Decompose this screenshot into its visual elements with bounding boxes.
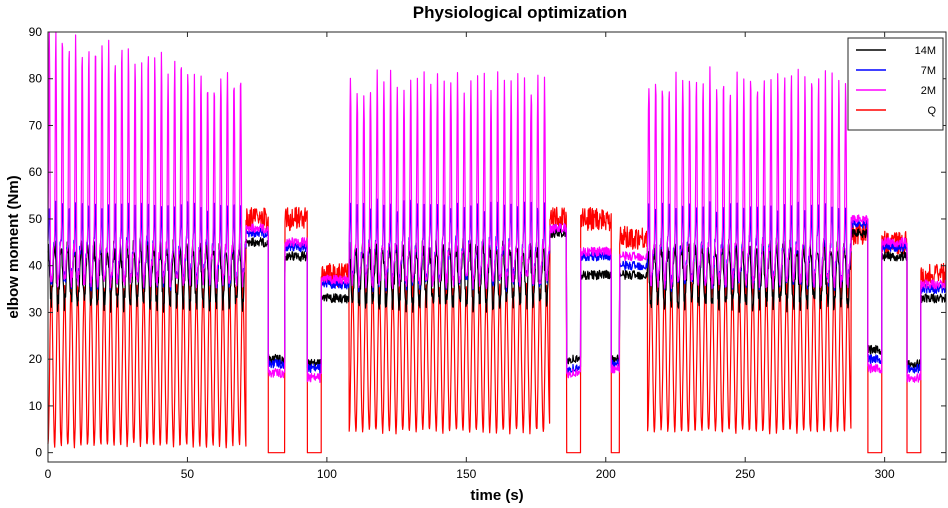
y-axis-label: elbow moment (Nm) xyxy=(5,175,22,318)
legend-label-7m: 7M xyxy=(921,65,936,77)
x-axis-label: time (s) xyxy=(470,487,523,504)
x-tick-label: 100 xyxy=(317,467,337,481)
y-tick-label: 60 xyxy=(29,165,43,179)
x-tick-label: 300 xyxy=(875,467,895,481)
plot-frame xyxy=(47,31,947,463)
x-tick-label: 150 xyxy=(456,467,476,481)
y-tick-label: 10 xyxy=(29,399,43,413)
x-tick-label: 50 xyxy=(181,467,195,481)
legend-box xyxy=(847,37,944,131)
series-line-q xyxy=(47,206,947,454)
x-tick-label: 0 xyxy=(45,467,52,481)
legend-label-2m: 2M xyxy=(921,85,936,97)
series-line-2m xyxy=(47,31,947,383)
y-tick-label: 30 xyxy=(29,305,43,319)
y-tick-label: 80 xyxy=(29,72,43,86)
y-tick-label: 40 xyxy=(29,259,43,273)
y-tick-label: 50 xyxy=(29,212,43,226)
x-axis: 0 50 100 150 200 250 300 xyxy=(45,32,895,481)
y-tick-label: 70 xyxy=(29,118,43,132)
x-tick-label: 200 xyxy=(596,467,616,481)
legend: 14M 7M 2M Q xyxy=(847,37,944,131)
y-tick-label: 90 xyxy=(29,25,43,39)
legend-label-q: Q xyxy=(927,105,936,117)
legend-label-14m: 14M xyxy=(915,45,936,57)
series-layer xyxy=(47,31,947,454)
x-tick-label: 250 xyxy=(735,467,755,481)
y-tick-label: 20 xyxy=(29,352,43,366)
chart-title: Physiological optimization xyxy=(413,3,627,22)
y-axis: 0 10 20 30 40 50 60 70 80 90 xyxy=(29,25,946,460)
y-tick-label: 0 xyxy=(35,446,42,460)
